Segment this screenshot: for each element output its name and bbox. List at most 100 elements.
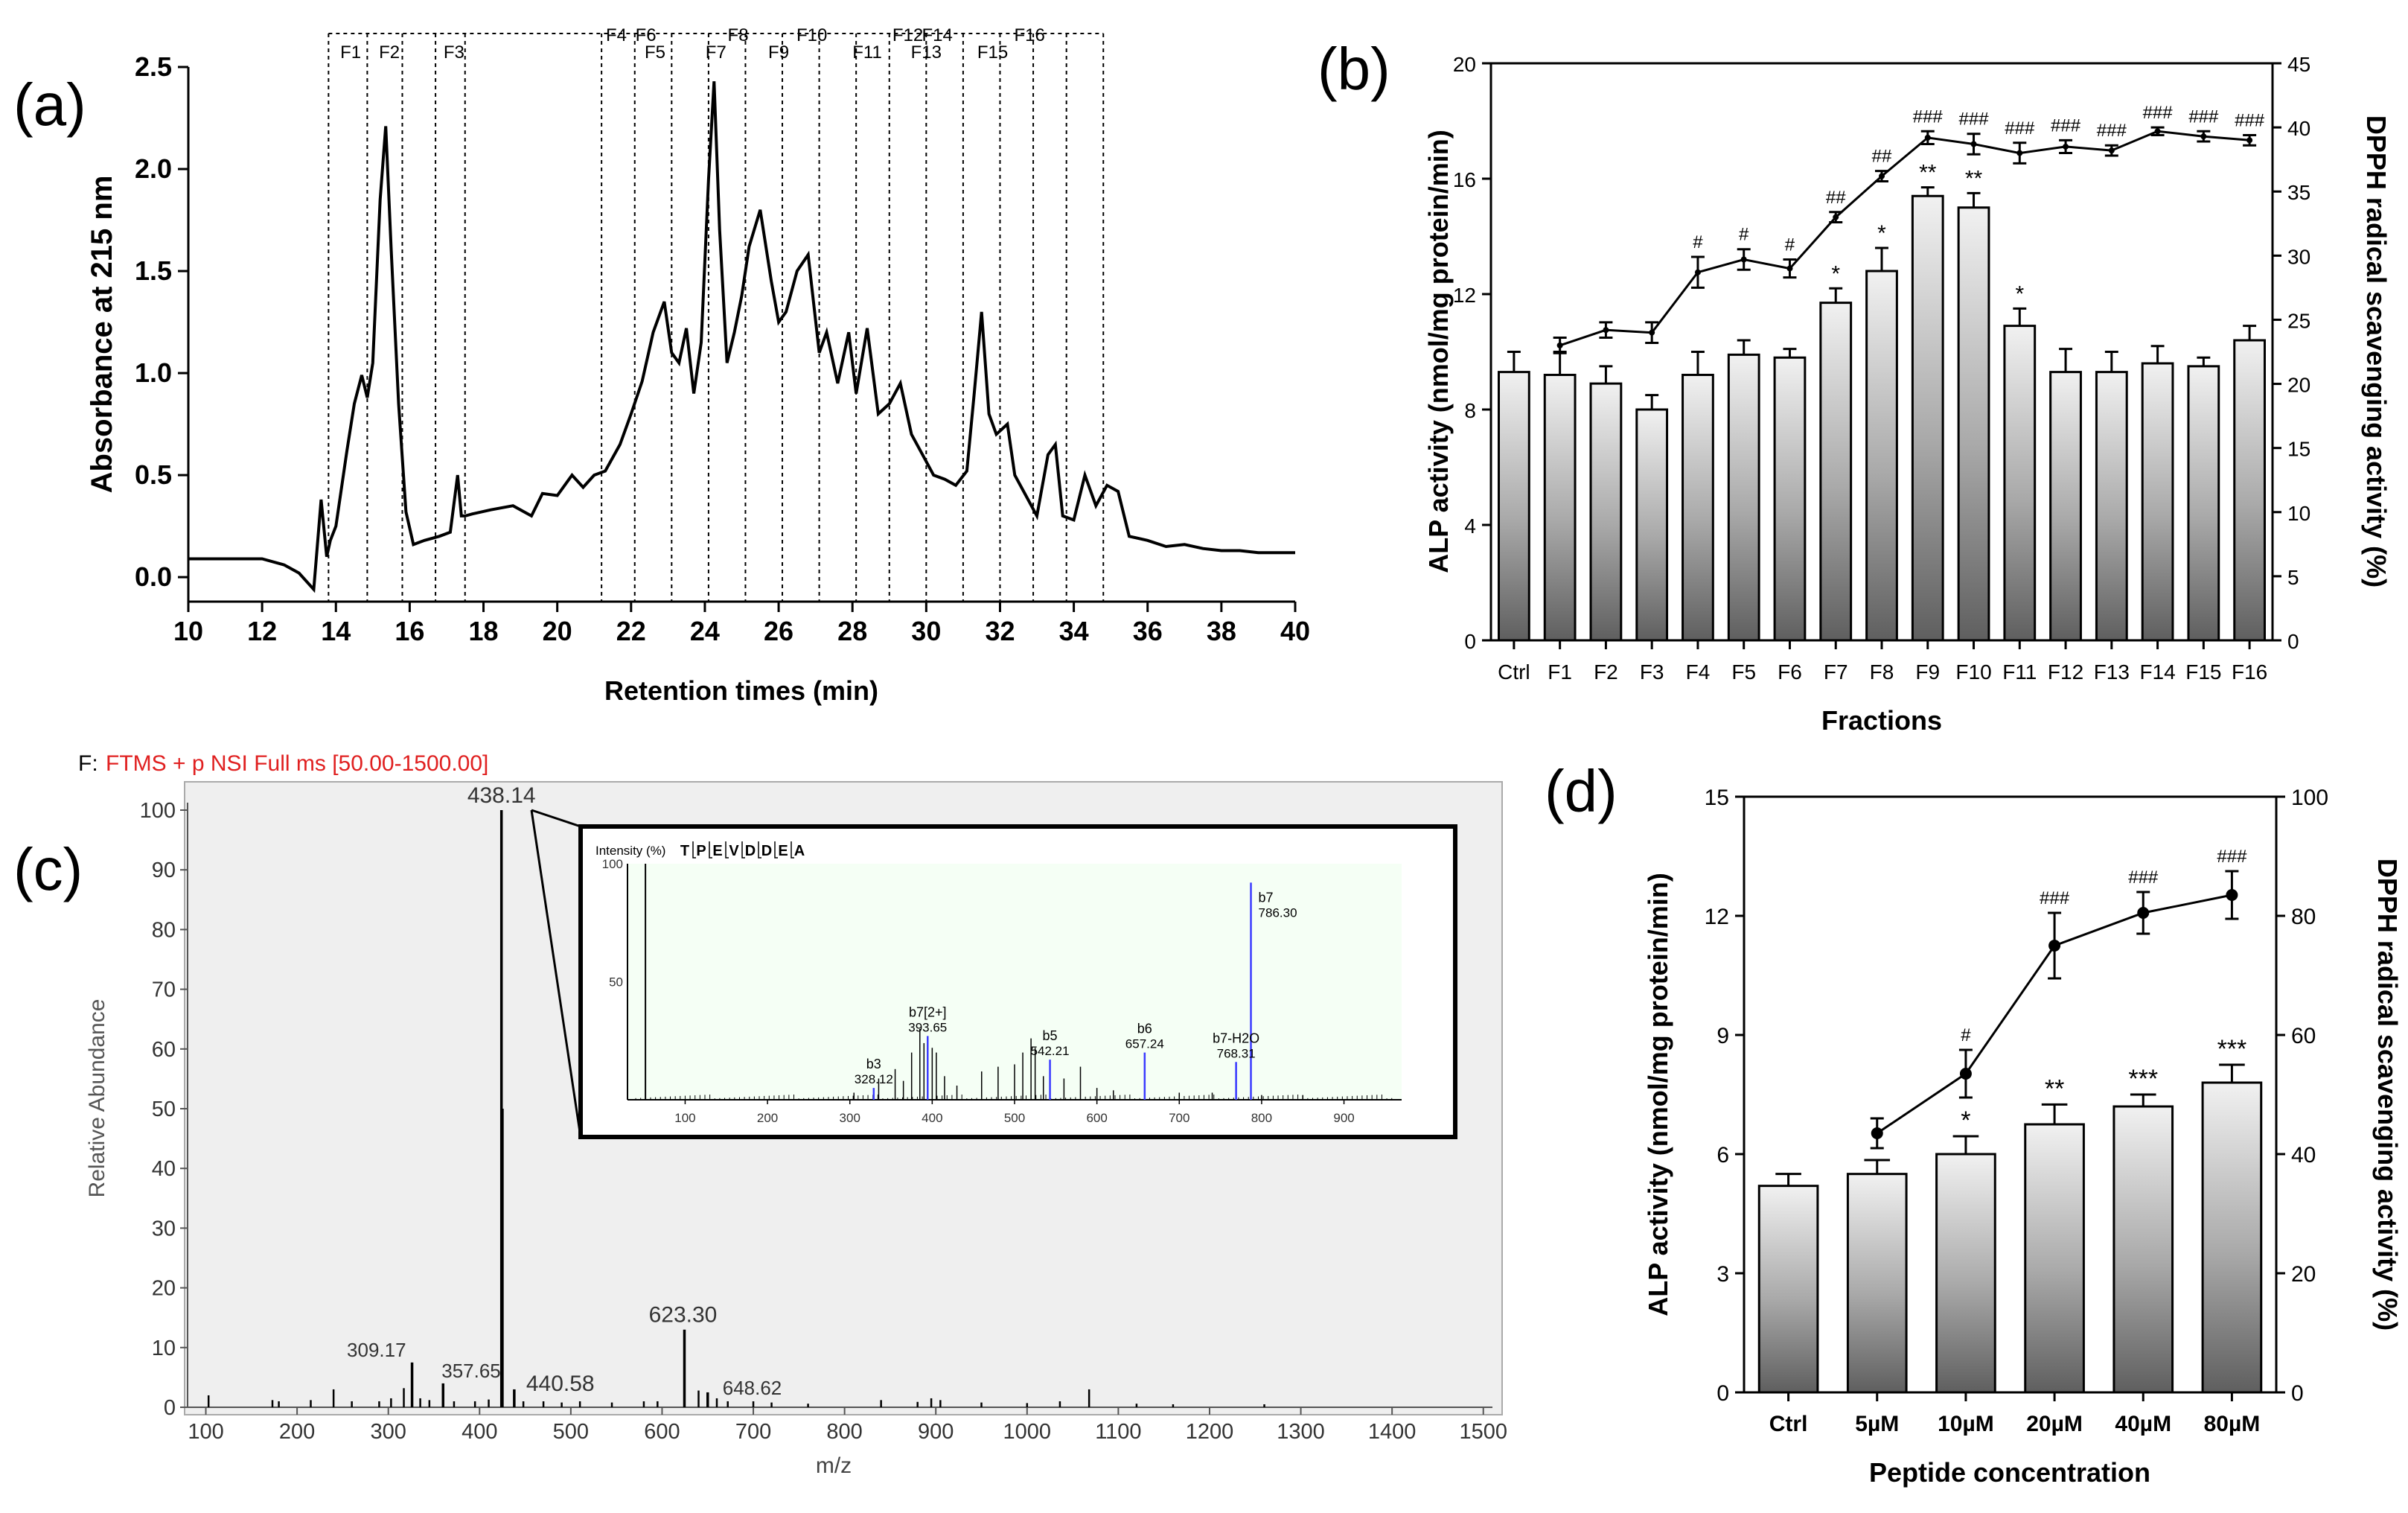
x-tick-label: 900 bbox=[918, 1420, 954, 1444]
sequence-residue: D bbox=[745, 843, 756, 859]
axis-ticks: 10 12 14 16 18 20 22 24 26 28 30 32 34 36 38 40 0.0 0.5 1.… bbox=[135, 51, 1310, 646]
fraction-activity-panel: ALP activity (nmol/mg protein/min) DPPH … bbox=[1423, 53, 2392, 736]
y-tick-label: 40 bbox=[152, 1157, 176, 1181]
inset-x-tick-label: 700 bbox=[1169, 1111, 1189, 1125]
y2-tick-label: 10 bbox=[2287, 502, 2310, 525]
inset-ion-name: b7-H2O bbox=[1213, 1031, 1259, 1045]
dpph-significance: ### bbox=[2040, 888, 2070, 908]
fraction-label: F14 bbox=[922, 25, 953, 45]
dpph-significance: ### bbox=[1959, 109, 1990, 130]
alp-bar bbox=[1957, 206, 1990, 642]
x-tick-label: 22 bbox=[616, 616, 646, 646]
alp-significance: * bbox=[1877, 221, 1886, 246]
dpph-significance: # bbox=[1693, 232, 1703, 252]
alp-bar bbox=[1773, 356, 1807, 642]
alp-bar bbox=[1935, 1153, 1996, 1394]
y2-tick-label: 20 bbox=[2291, 1262, 2316, 1287]
y-tick-label: 90 bbox=[152, 859, 176, 882]
peak-label: 648.62 bbox=[723, 1377, 782, 1399]
x-tick-label: F7 bbox=[1824, 660, 1848, 684]
inset-x-tick-label: 100 bbox=[674, 1111, 695, 1125]
alp-bar bbox=[1682, 374, 1714, 642]
x-tick-label: F16 bbox=[2232, 660, 2267, 684]
y-tick-label: 1.5 bbox=[135, 255, 172, 286]
y-tick-label: 4 bbox=[1464, 515, 1476, 538]
inset-ion-name: b3 bbox=[866, 1057, 881, 1071]
x-tick-label: 10µM bbox=[1938, 1412, 1994, 1436]
inset-ion-mz: 657.24 bbox=[1125, 1037, 1164, 1051]
y2-tick-label: 40 bbox=[2287, 117, 2310, 140]
y-tick-label: 0 bbox=[1464, 630, 1476, 653]
scan-filter: FTMS + p NSI Full ms [50.00-1500.00] bbox=[106, 751, 488, 776]
y2-axis-title: DPPH radical scavenging activity (%) bbox=[2361, 115, 2392, 587]
y-tick-label: 0 bbox=[1716, 1381, 1729, 1406]
dpph-significance: ### bbox=[2097, 121, 2127, 141]
y-tick-label: 80 bbox=[152, 918, 176, 942]
dpph-point bbox=[1924, 134, 1931, 141]
y2-tick-label: 40 bbox=[2291, 1143, 2316, 1168]
dpph-point bbox=[2200, 133, 2207, 140]
alp-bar bbox=[2003, 325, 2037, 642]
y-tick-label: 2.5 bbox=[135, 51, 172, 82]
inset-plot-background bbox=[627, 864, 1402, 1100]
x-axis-title: Peptide concentration bbox=[1869, 1457, 2150, 1488]
dpph-significance: # bbox=[1785, 235, 1795, 255]
fragment-bracket bbox=[725, 841, 729, 859]
x-tick-label: 20 bbox=[543, 616, 572, 646]
y-tick-label: 16 bbox=[1453, 168, 1476, 191]
dpph-line: # ######### ### ### ### ###### ### ### bbox=[1553, 103, 2265, 354]
x-tick-label: 12 bbox=[247, 616, 277, 646]
inset-ion-mz: 542.21 bbox=[1031, 1044, 1070, 1058]
dpph-line: ########## bbox=[1870, 847, 2247, 1150]
dpph-significance: ### bbox=[2188, 106, 2219, 127]
dpph-significance: ### bbox=[2235, 110, 2265, 130]
alp-bar bbox=[1819, 302, 1853, 642]
x-tick-label: 30 bbox=[911, 616, 941, 646]
y-tick-label: 12 bbox=[1705, 905, 1729, 929]
y2-tick-label: 15 bbox=[2287, 438, 2310, 461]
fraction-label: F3 bbox=[444, 42, 464, 63]
inset-x-tick-label: 600 bbox=[1086, 1111, 1107, 1125]
dpph-point bbox=[1556, 342, 1563, 348]
dpph-point bbox=[1740, 256, 1747, 263]
x-tick-label: 500 bbox=[553, 1420, 589, 1444]
sequence-residue: T bbox=[680, 843, 689, 859]
zoom-line-bottom bbox=[530, 809, 582, 1138]
peak-label: 357.65 bbox=[441, 1360, 501, 1382]
x-tick-label: 100 bbox=[188, 1420, 223, 1444]
alp-bar bbox=[2141, 362, 2174, 642]
y-tick-label: 9 bbox=[1716, 1024, 1729, 1048]
panel-label-a: (a) bbox=[13, 71, 86, 138]
axis-ticks: 0 4 8 12 16 20 0 5 10 15 20 25 30 35 40 45 Ctrl F1 F2 F3 F4 F… bbox=[1453, 53, 2310, 684]
panel-label-b: (b) bbox=[1318, 36, 1390, 102]
x-tick-label: 1100 bbox=[1095, 1420, 1141, 1444]
y2-tick-label: 5 bbox=[2287, 566, 2299, 589]
dpph-series-line bbox=[1559, 130, 2250, 347]
x-tick-label: 1000 bbox=[1003, 1420, 1052, 1444]
y-tick-label: 0.0 bbox=[135, 561, 172, 592]
x-axis-title: Fractions bbox=[1821, 705, 1942, 736]
dpph-point bbox=[1879, 173, 1885, 179]
y-tick-label: 60 bbox=[152, 1038, 176, 1062]
y-tick-label: 15 bbox=[1705, 786, 1729, 810]
inset-x-tick-label: 400 bbox=[922, 1111, 942, 1125]
x-tick-label: 36 bbox=[1133, 616, 1163, 646]
dpph-point bbox=[2063, 143, 2069, 150]
alp-bar bbox=[1727, 353, 1760, 642]
x-tick-label: F4 bbox=[1686, 660, 1711, 684]
inset-ion-mz: 328.12 bbox=[855, 1072, 893, 1086]
x-tick-label: 1200 bbox=[1186, 1420, 1234, 1444]
inset-ion-name: b5 bbox=[1043, 1028, 1058, 1043]
dpph-significance: ### bbox=[2005, 118, 2035, 138]
y-tick-label: 50 bbox=[152, 1098, 176, 1121]
y-axis-title: ALP activity (nmol/mg protein/min) bbox=[1423, 130, 1454, 573]
x-tick-label: 300 bbox=[370, 1420, 406, 1444]
inset-ion-mz: 768.31 bbox=[1217, 1046, 1256, 1060]
dpph-point bbox=[1970, 141, 1977, 147]
y2-tick-label: 0 bbox=[2287, 630, 2299, 653]
sequence-residue: D bbox=[761, 843, 772, 859]
dpph-significance: ### bbox=[2217, 847, 2247, 867]
zoom-line-top bbox=[531, 809, 581, 828]
